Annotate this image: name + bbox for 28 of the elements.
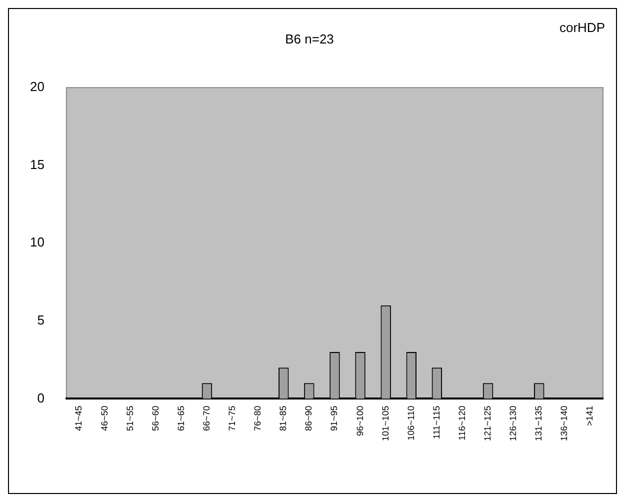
x-tick-label: 76~80 [252,406,263,431]
x-tick-label: 126~130 [508,406,518,442]
x-tick-label: 51~55 [124,406,135,431]
x-tick-label: 131~135 [534,406,544,442]
x-tick-label: 41~45 [74,406,84,431]
x-tick-label: 56~60 [150,406,160,431]
y-tick-label: 5 [37,312,44,328]
y-tick-label: 15 [30,156,44,172]
x-tick-label: 71~75 [227,406,238,431]
x-tick-label: 111~115 [431,406,442,440]
x-tick-label: 81~85 [278,406,288,431]
x-tick-label: 86~90 [304,406,314,431]
y-tick-label: 0 [37,390,44,406]
x-tick-label: 136~140 [559,406,570,442]
x-tick-label: 66~70 [201,406,212,431]
x-tick-label: 46~50 [99,406,110,431]
y-tick-label: 10 [30,234,44,250]
x-tick-label: 96~100 [354,406,365,436]
x-tick-label: 116~120 [456,406,467,440]
x-tick-label: 101~105 [380,406,390,442]
chart-title: B6 n=23 [285,31,334,46]
x-tick-label: >141 [584,406,595,426]
x-tick-label: 121~125 [482,406,493,442]
x-tick-label: 106~110 [406,406,416,440]
y-tick-label: 20 [30,79,44,94]
text: corHDP [559,20,605,36]
x-tick-label: 61~65 [176,406,186,431]
x-tick-label: 91~95 [329,406,340,431]
